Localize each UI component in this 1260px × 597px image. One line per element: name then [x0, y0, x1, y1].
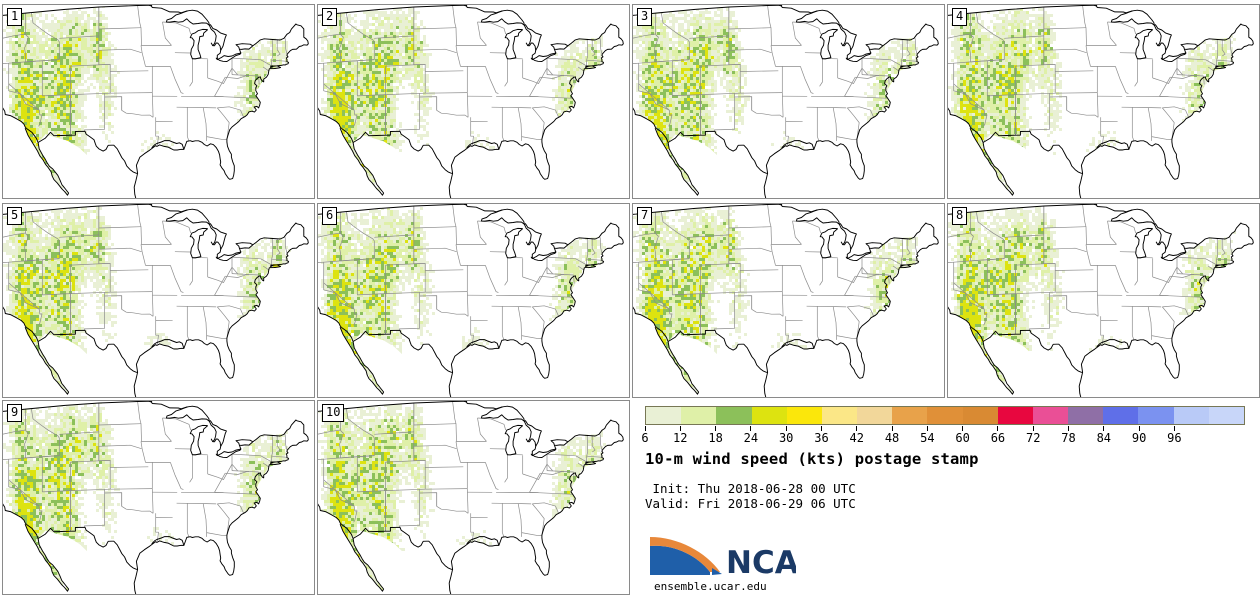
colorbar-tick-label: 60 [955, 431, 969, 445]
map-panel-1[interactable]: 1 [2, 4, 315, 199]
ncar-logo: NCAR ensemble.ucar.edu [648, 528, 823, 593]
panel-number-label: 8 [952, 207, 968, 225]
colorbar-tick [962, 426, 964, 431]
colorbar-tick-label: 72 [1026, 431, 1040, 445]
map-panel-2[interactable]: 2 [317, 4, 630, 199]
figure-title: 10-m wind speed (kts) postage stamp [645, 450, 979, 468]
colorbar-segment [1173, 407, 1209, 424]
logo-wordmark: NCAR [726, 545, 796, 580]
colorbar-tick-labels: 6 12 18 24 30 36 42 48 54 60 66 72 78 84 90 96 [641, 431, 1245, 447]
map-panel-9[interactable]: 9 [2, 400, 315, 595]
logo-url-label: ensemble.ucar.edu [654, 580, 767, 593]
colorbar-tick [1173, 426, 1175, 431]
colorbar-segment [786, 407, 822, 424]
map-canvas [3, 401, 314, 594]
colorbar-segment [857, 407, 893, 424]
colorbar-tick [750, 426, 752, 431]
colorbar-segment [821, 407, 858, 424]
colorbar [645, 406, 1245, 425]
colorbar-tick [997, 426, 999, 431]
colorbar-tick [820, 426, 822, 431]
logo-orange-swoosh [650, 537, 720, 572]
map-canvas [633, 204, 944, 397]
panel-number-label: 1 [7, 8, 23, 26]
map-canvas [633, 5, 944, 198]
colorbar-tick [926, 426, 928, 431]
colorbar-tick-label: 54 [920, 431, 934, 445]
colorbar-tick [785, 426, 787, 431]
colorbar-tick-label: 24 [744, 431, 758, 445]
colorbar-tick-label: 30 [779, 431, 793, 445]
colorbar-tick-label: 84 [1097, 431, 1111, 445]
map-panel-10[interactable]: 10 [317, 400, 630, 595]
colorbar-segment [997, 407, 1033, 424]
map-panel-5[interactable]: 5 [2, 203, 315, 398]
map-canvas [3, 204, 314, 397]
map-canvas [948, 204, 1259, 397]
colorbar-tick-label: 12 [673, 431, 687, 445]
colorbar-segment [716, 407, 752, 424]
map-panel-3[interactable]: 3 [632, 4, 945, 199]
colorbar-tick [715, 426, 717, 431]
map-canvas [318, 204, 629, 397]
colorbar-tick-label: 90 [1132, 431, 1146, 445]
colorbar-segment [892, 407, 928, 424]
map-panel-6[interactable]: 6 [317, 203, 630, 398]
map-canvas [3, 5, 314, 198]
init-time-label: Init: Thu 2018-06-28 00 UTC [645, 481, 856, 496]
colorbar-segment [646, 407, 682, 424]
colorbar-segment [681, 407, 717, 424]
colorbar-tick-label: 96 [1167, 431, 1181, 445]
map-panel-7[interactable]: 7 [632, 203, 945, 398]
colorbar-segment [751, 407, 787, 424]
colorbar-segment [1138, 407, 1174, 424]
panel-number-label: 9 [7, 404, 23, 422]
logo-blue-wedge [650, 545, 710, 575]
colorbar-tick [1103, 426, 1105, 431]
colorbar-ticks [644, 426, 1245, 432]
panel-number-label: 5 [7, 207, 23, 225]
colorbar-tick [891, 426, 893, 431]
panel-number-label: 10 [322, 404, 345, 422]
map-canvas [318, 5, 629, 198]
colorbar-segment [962, 407, 998, 424]
colorbar-segment [927, 407, 963, 424]
colorbar-segment [1208, 407, 1244, 424]
colorbar-tick-label: 36 [814, 431, 828, 445]
map-canvas [318, 401, 629, 594]
colorbar-tick [645, 426, 646, 431]
colorbar-tick-label: 48 [885, 431, 899, 445]
logo-blue-tip [712, 568, 722, 575]
panel-number-label: 7 [637, 207, 653, 225]
colorbar-tick [1068, 426, 1070, 431]
colorbar-tick [1032, 426, 1034, 431]
map-panel-4[interactable]: 4 [947, 4, 1260, 199]
colorbar-segment [1032, 407, 1069, 424]
panel-number-label: 4 [952, 8, 968, 26]
ncar-logo-mark: NCAR [650, 537, 823, 581]
colorbar-tick-label: 78 [1061, 431, 1075, 445]
map-panel-8[interactable]: 8 [947, 203, 1260, 398]
colorbar-tick-label: 6 [641, 431, 648, 445]
panel-number-label: 2 [322, 8, 338, 26]
map-canvas [948, 5, 1259, 198]
colorbar-tick-label: 18 [708, 431, 722, 445]
valid-time-label: Valid: Fri 2018-06-29 06 UTC [645, 496, 856, 511]
colorbar-tick [679, 426, 681, 431]
colorbar-segment [1103, 407, 1139, 424]
colorbar-tick-label: 42 [850, 431, 864, 445]
colorbar-tick [856, 426, 858, 431]
panel-number-label: 6 [322, 207, 338, 225]
colorbar-segment [1068, 407, 1104, 424]
panel-number-label: 3 [637, 8, 653, 26]
colorbar-tick-label: 66 [991, 431, 1005, 445]
colorbar-tick [1138, 426, 1140, 431]
